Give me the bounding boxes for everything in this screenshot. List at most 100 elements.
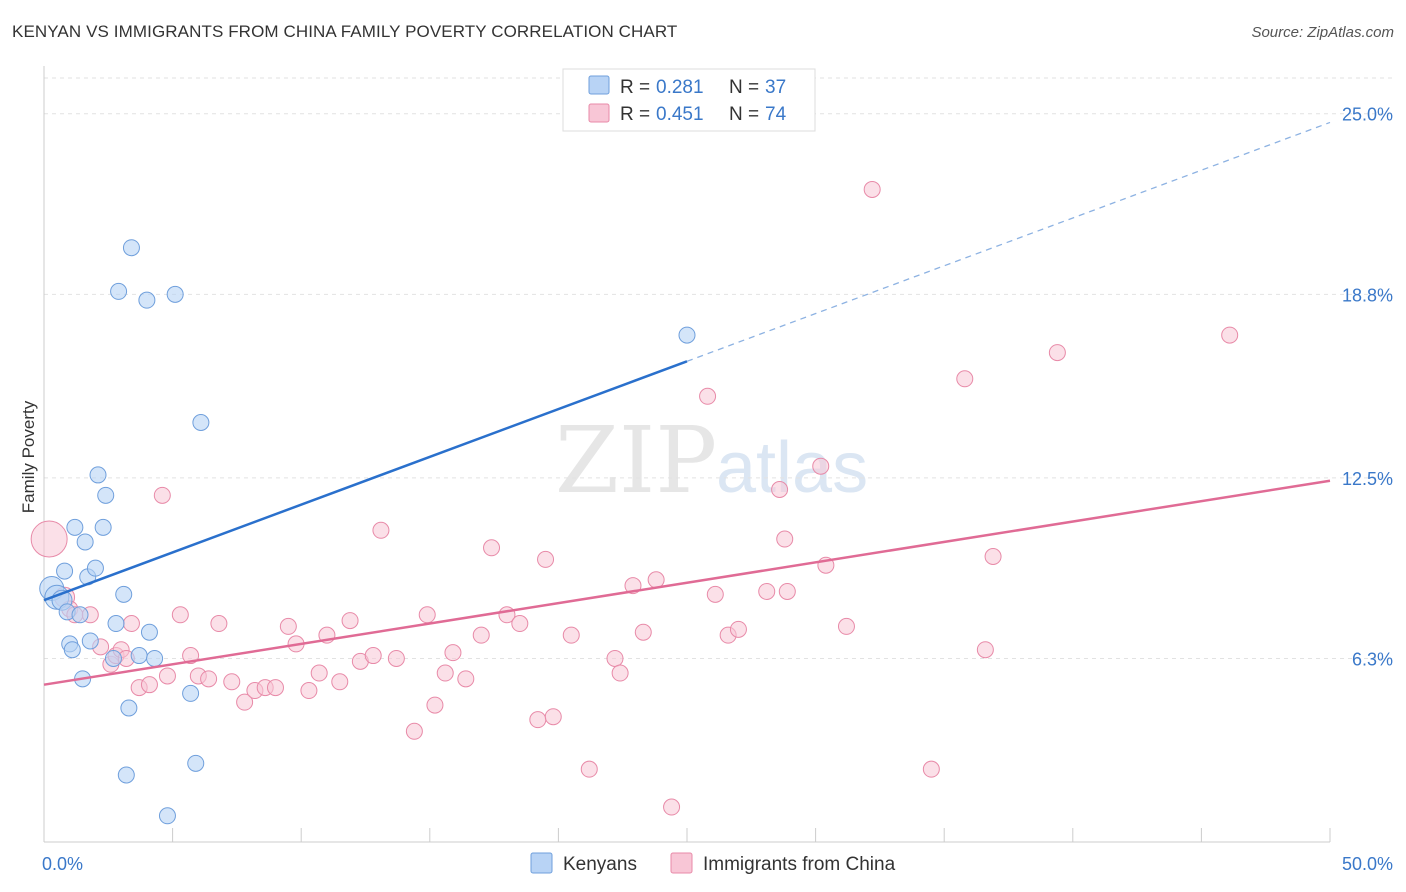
y-axis-label: Family Poverty <box>19 400 38 513</box>
kenyan-point <box>56 562 74 580</box>
china-point <box>634 623 652 641</box>
china-point <box>200 670 218 688</box>
legend-kenyans-r-label: R = <box>620 77 650 98</box>
legend-china-swatch <box>588 103 610 123</box>
kenyan-point <box>122 239 140 257</box>
axes <box>43 66 1331 843</box>
china-point <box>812 457 830 475</box>
china-point <box>1221 326 1239 344</box>
legend-kenyans-n-value: 37 <box>765 77 786 98</box>
kenyan-point <box>187 754 205 772</box>
china-point <box>580 760 598 778</box>
kenyan-point <box>166 285 184 303</box>
china-point <box>364 647 382 665</box>
kenyans-trendline-extension <box>686 121 1331 362</box>
china-point <box>279 617 297 635</box>
kenyan-point <box>76 533 94 551</box>
kenyan-point <box>182 684 200 702</box>
china-point <box>544 708 562 726</box>
china-point <box>663 798 681 816</box>
kenyan-point <box>678 326 696 344</box>
china-point <box>153 486 171 504</box>
china-point <box>444 644 462 662</box>
china-point <box>647 571 665 589</box>
china-point <box>837 617 855 635</box>
kenyan-point <box>115 585 133 603</box>
china-point <box>331 673 349 691</box>
china-point <box>511 615 529 633</box>
watermark-atlas: atlas <box>716 428 868 508</box>
china-point <box>418 606 436 624</box>
kenyan-point <box>158 807 176 825</box>
watermark: ZIP atlas <box>555 407 868 514</box>
china-point <box>922 760 940 778</box>
kenyan-point <box>97 486 115 504</box>
china-point <box>606 649 624 667</box>
source-label: Source: ZipAtlas.com <box>1251 24 1394 41</box>
china-point <box>483 539 501 557</box>
bottom-legend-china-label: Immigrants from China <box>703 854 896 875</box>
china-point <box>729 620 747 638</box>
china-point <box>341 612 359 630</box>
china-point <box>30 520 68 558</box>
kenyan-point <box>71 606 89 624</box>
china-point <box>699 387 717 405</box>
china-point <box>706 585 724 603</box>
china-point <box>758 582 776 600</box>
kenyan-point <box>146 649 164 667</box>
kenyans-trendline <box>43 360 688 602</box>
china-point <box>310 664 328 682</box>
kenyan-point <box>81 632 99 650</box>
china-point <box>405 722 423 740</box>
kenyan-point <box>89 466 107 484</box>
china-point <box>387 649 405 667</box>
china-point <box>122 615 140 633</box>
kenyan-point <box>192 413 210 431</box>
china-point <box>223 673 241 691</box>
china-point <box>140 676 158 694</box>
china-point <box>976 641 994 659</box>
y-tick-labels: 6.3% 12.5% 18.8% 25.0% <box>1342 105 1393 670</box>
bottom-legend-kenyans-label: Kenyans <box>563 854 637 875</box>
china-point <box>472 626 490 644</box>
bottom-legend-china-swatch <box>670 852 693 874</box>
legend-china-n-value: 74 <box>765 104 787 125</box>
y-tick-label: 25.0% <box>1342 105 1393 125</box>
chart-title: KENYAN VS IMMIGRANTS FROM CHINA FAMILY P… <box>12 22 678 41</box>
series-kenyans-points <box>39 239 696 825</box>
china-point <box>778 582 796 600</box>
y-tick-label: 6.3% <box>1352 649 1393 669</box>
china-point <box>537 550 555 568</box>
y-tick-label: 18.8% <box>1342 285 1393 305</box>
china-point <box>562 626 580 644</box>
kenyan-point <box>140 623 158 641</box>
legend-kenyans-swatch <box>588 75 610 95</box>
china-point <box>426 696 444 714</box>
legend-china-n-label: N = <box>729 104 759 125</box>
gridlines <box>44 77 1392 659</box>
trendlines <box>43 121 1331 686</box>
china-point <box>158 667 176 685</box>
kenyan-point <box>120 699 138 717</box>
china-point <box>266 679 284 697</box>
legend-china-r-label: R = <box>620 104 650 125</box>
watermark-zip: ZIP <box>555 407 717 514</box>
china-point <box>956 370 974 388</box>
china-point <box>771 481 789 499</box>
china-point <box>611 664 629 682</box>
china-point <box>457 670 475 688</box>
kenyan-point <box>117 766 135 784</box>
x-tick-label-min: 0.0% <box>42 854 83 874</box>
x-tick-labels: 0.0% 50.0% <box>42 854 1393 874</box>
kenyan-point <box>107 615 125 633</box>
china-point <box>984 548 1002 566</box>
kenyan-point <box>63 641 81 659</box>
legend-box: R = 0.281 N = 37 R = 0.451 N = 74 <box>562 68 816 132</box>
legend-kenyans-r-value: 0.281 <box>656 77 704 98</box>
china-point <box>863 180 881 198</box>
china-point <box>436 664 454 682</box>
china-point <box>529 711 547 729</box>
legend-china-r-value: 0.451 <box>656 104 704 125</box>
kenyan-point <box>138 291 156 309</box>
